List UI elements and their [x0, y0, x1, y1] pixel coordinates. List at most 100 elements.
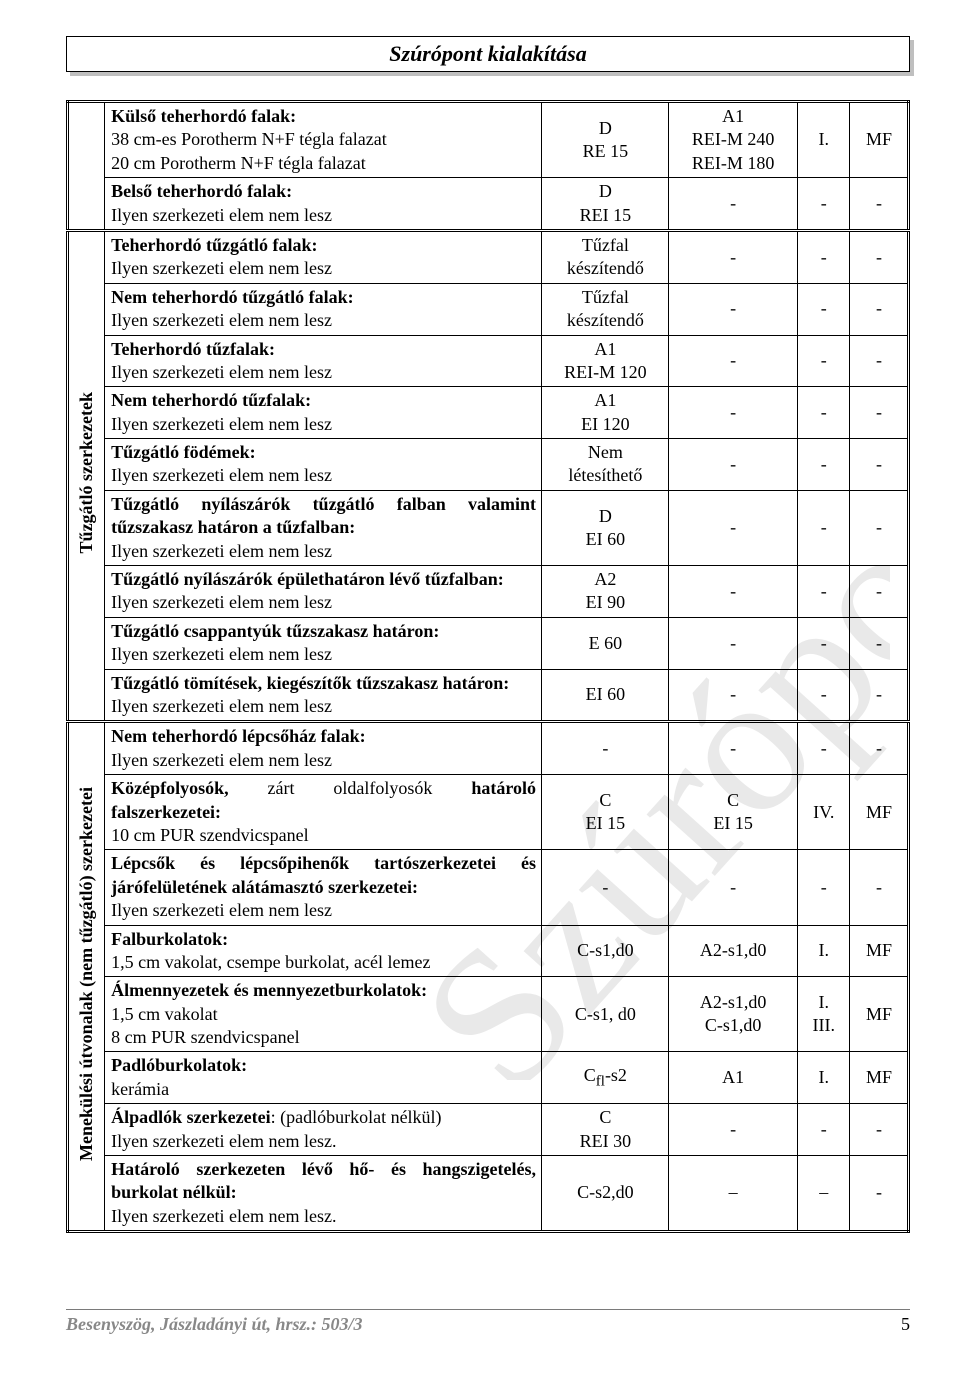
col-3-cell: - — [668, 335, 797, 387]
col-5-cell: - — [849, 669, 908, 722]
col-2-cell: A1REI-M 120 — [542, 335, 669, 387]
desc-cell: Tűzgátló nyílászárók tűzgátló falban val… — [105, 490, 542, 565]
table-row: Álmennyezetek és mennyezetburkolatok:1,5… — [68, 977, 909, 1052]
col-4-cell: - — [797, 850, 849, 925]
col-5-cell: - — [849, 1156, 908, 1232]
col-4-cell: - — [797, 230, 849, 283]
col-2-cell: CREI 30 — [542, 1104, 669, 1156]
col-2-cell: Tűzfalkészítendő — [542, 283, 669, 335]
col-2-cell: Nemlétesíthető — [542, 439, 669, 491]
footer-text: Besenyszög, Jászladányi út, hrsz.: 503/3 — [66, 1314, 363, 1335]
section-label-menekulesi: Menekülési útvonalak (nem tűzgátló) szer… — [68, 722, 105, 1232]
desc-cell: Tűzgátló födémek:Ilyen szerkezeti elem n… — [105, 439, 542, 491]
page-header-box: Szúrópont kialakítása — [66, 36, 910, 72]
col-3-cell: - — [668, 1104, 797, 1156]
desc-cell: Álmennyezetek és mennyezetburkolatok:1,5… — [105, 977, 542, 1052]
col-5-cell: - — [849, 387, 908, 439]
table-row: Külső teherhordó falak:38 cm-es Porother… — [68, 102, 909, 178]
table-row: Padlóburkolatok:kerámiaCfl-s2A1I.MF — [68, 1052, 909, 1104]
col-2-cell: - — [542, 850, 669, 925]
desc-cell: Teherhordó tűzgátló falak:Ilyen szerkeze… — [105, 230, 542, 283]
col-4-cell: - — [797, 617, 849, 669]
desc-cell: Középfolyosók, zárt oldalfolyosók határo… — [105, 775, 542, 850]
col-3-cell: - — [668, 283, 797, 335]
col-3-cell: A1REI-M 240REI-M 180 — [668, 102, 797, 178]
col-5-cell: MF — [849, 1052, 908, 1104]
col-2-cell: Tűzfalkészítendő — [542, 230, 669, 283]
col-2-cell: DRE 15 — [542, 102, 669, 178]
col-3-cell: - — [668, 178, 797, 231]
col-2-cell: Cfl-s2 — [542, 1052, 669, 1104]
table-row: Tűzgátló csappantyúk tűzszakasz határon:… — [68, 617, 909, 669]
col-4-cell: I. — [797, 1052, 849, 1104]
page-footer: Besenyszög, Jászladányi út, hrsz.: 503/3… — [66, 1309, 910, 1335]
col-5-cell: - — [849, 490, 908, 565]
desc-cell: Belső teherhordó falak:Ilyen szerkezeti … — [105, 178, 542, 231]
col-2-cell: CEI 15 — [542, 775, 669, 850]
desc-cell: Nem teherhordó lépcsőház falak:Ilyen sze… — [105, 722, 542, 775]
col-2-cell: DREI 15 — [542, 178, 669, 231]
col-5-cell: - — [849, 850, 908, 925]
col-4-cell: - — [797, 387, 849, 439]
col-4-cell: I. — [797, 102, 849, 178]
col-3-cell: - — [668, 850, 797, 925]
desc-cell: Teherhordó tűzfalak:Ilyen szerkezeti ele… — [105, 335, 542, 387]
col-4-cell: - — [797, 439, 849, 491]
col-5-cell: - — [849, 1104, 908, 1156]
col-2-cell: C-s1, d0 — [542, 977, 669, 1052]
col-3-cell: - — [668, 617, 797, 669]
desc-cell: Padlóburkolatok:kerámia — [105, 1052, 542, 1104]
col-3-cell: - — [668, 669, 797, 722]
col-4-cell: - — [797, 566, 849, 618]
desc-cell: Tűzgátló csappantyúk tűzszakasz határon:… — [105, 617, 542, 669]
col-3-cell: - — [668, 566, 797, 618]
col-5-cell: - — [849, 566, 908, 618]
desc-cell: Álpadlók szerkezetei: (padlóburkolat nél… — [105, 1104, 542, 1156]
col-2-cell: A1EI 120 — [542, 387, 669, 439]
col-5-cell: - — [849, 230, 908, 283]
col-2-cell: EI 60 — [542, 669, 669, 722]
col-5-cell: - — [849, 617, 908, 669]
col-2-cell: C-s2,d0 — [542, 1156, 669, 1232]
table-row: Belső teherhordó falak:Ilyen szerkezeti … — [68, 178, 909, 231]
page-number: 5 — [901, 1314, 910, 1335]
col-4-cell: IV. — [797, 775, 849, 850]
section-blank — [68, 102, 105, 231]
table-row: Tűzgátló nyílászárók tűzgátló falban val… — [68, 490, 909, 565]
col-2-cell: C-s1,d0 — [542, 925, 669, 977]
col-2-cell: E 60 — [542, 617, 669, 669]
table-row: Tűzgátló tömítések, kiegészítők tűzszaka… — [68, 669, 909, 722]
desc-cell: Tűzgátló nyílászárók épülethatáron lévő … — [105, 566, 542, 618]
col-4-cell: - — [797, 722, 849, 775]
table-row: Nem teherhordó tűzfalak:Ilyen szerkezeti… — [68, 387, 909, 439]
desc-cell: Tűzgátló tömítések, kiegészítők tűzszaka… — [105, 669, 542, 722]
desc-cell: Falburkolatok:1,5 cm vakolat, csempe bur… — [105, 925, 542, 977]
table-row: Falburkolatok:1,5 cm vakolat, csempe bur… — [68, 925, 909, 977]
col-4-cell: I.III. — [797, 977, 849, 1052]
col-5-cell: - — [849, 722, 908, 775]
col-5-cell: - — [849, 283, 908, 335]
table-row: Tűzgátló födémek:Ilyen szerkezeti elem n… — [68, 439, 909, 491]
table-row: Tűzgátló szerkezetekTeherhordó tűzgátló … — [68, 230, 909, 283]
col-4-cell: - — [797, 283, 849, 335]
desc-cell: Külső teherhordó falak:38 cm-es Porother… — [105, 102, 542, 178]
table-row: Középfolyosók, zárt oldalfolyosók határo… — [68, 775, 909, 850]
col-2-cell: DEI 60 — [542, 490, 669, 565]
desc-cell: Határoló szerkezeten lévő hő- és hangszi… — [105, 1156, 542, 1232]
table-row: Lépcsők és lépcsőpihenők tartószerkezete… — [68, 850, 909, 925]
col-3-cell: A2-s1,d0C-s1,d0 — [668, 977, 797, 1052]
col-4-cell: - — [797, 1104, 849, 1156]
desc-cell: Nem teherhordó tűzfalak:Ilyen szerkezeti… — [105, 387, 542, 439]
page-title: Szúrópont kialakítása — [66, 36, 910, 72]
col-3-cell: - — [668, 490, 797, 565]
table-row: Határoló szerkezeten lévő hő- és hangszi… — [68, 1156, 909, 1232]
table-row: Teherhordó tűzfalak:Ilyen szerkezeti ele… — [68, 335, 909, 387]
col-5-cell: - — [849, 178, 908, 231]
table-row: Nem teherhordó tűzgátló falak:Ilyen szer… — [68, 283, 909, 335]
section-label-tuzgatlo: Tűzgátló szerkezetek — [68, 230, 105, 721]
col-4-cell: I. — [797, 925, 849, 977]
col-5-cell: MF — [849, 925, 908, 977]
table-row: Tűzgátló nyílászárók épülethatáron lévő … — [68, 566, 909, 618]
col-3-cell: A1 — [668, 1052, 797, 1104]
col-5-cell: - — [849, 335, 908, 387]
